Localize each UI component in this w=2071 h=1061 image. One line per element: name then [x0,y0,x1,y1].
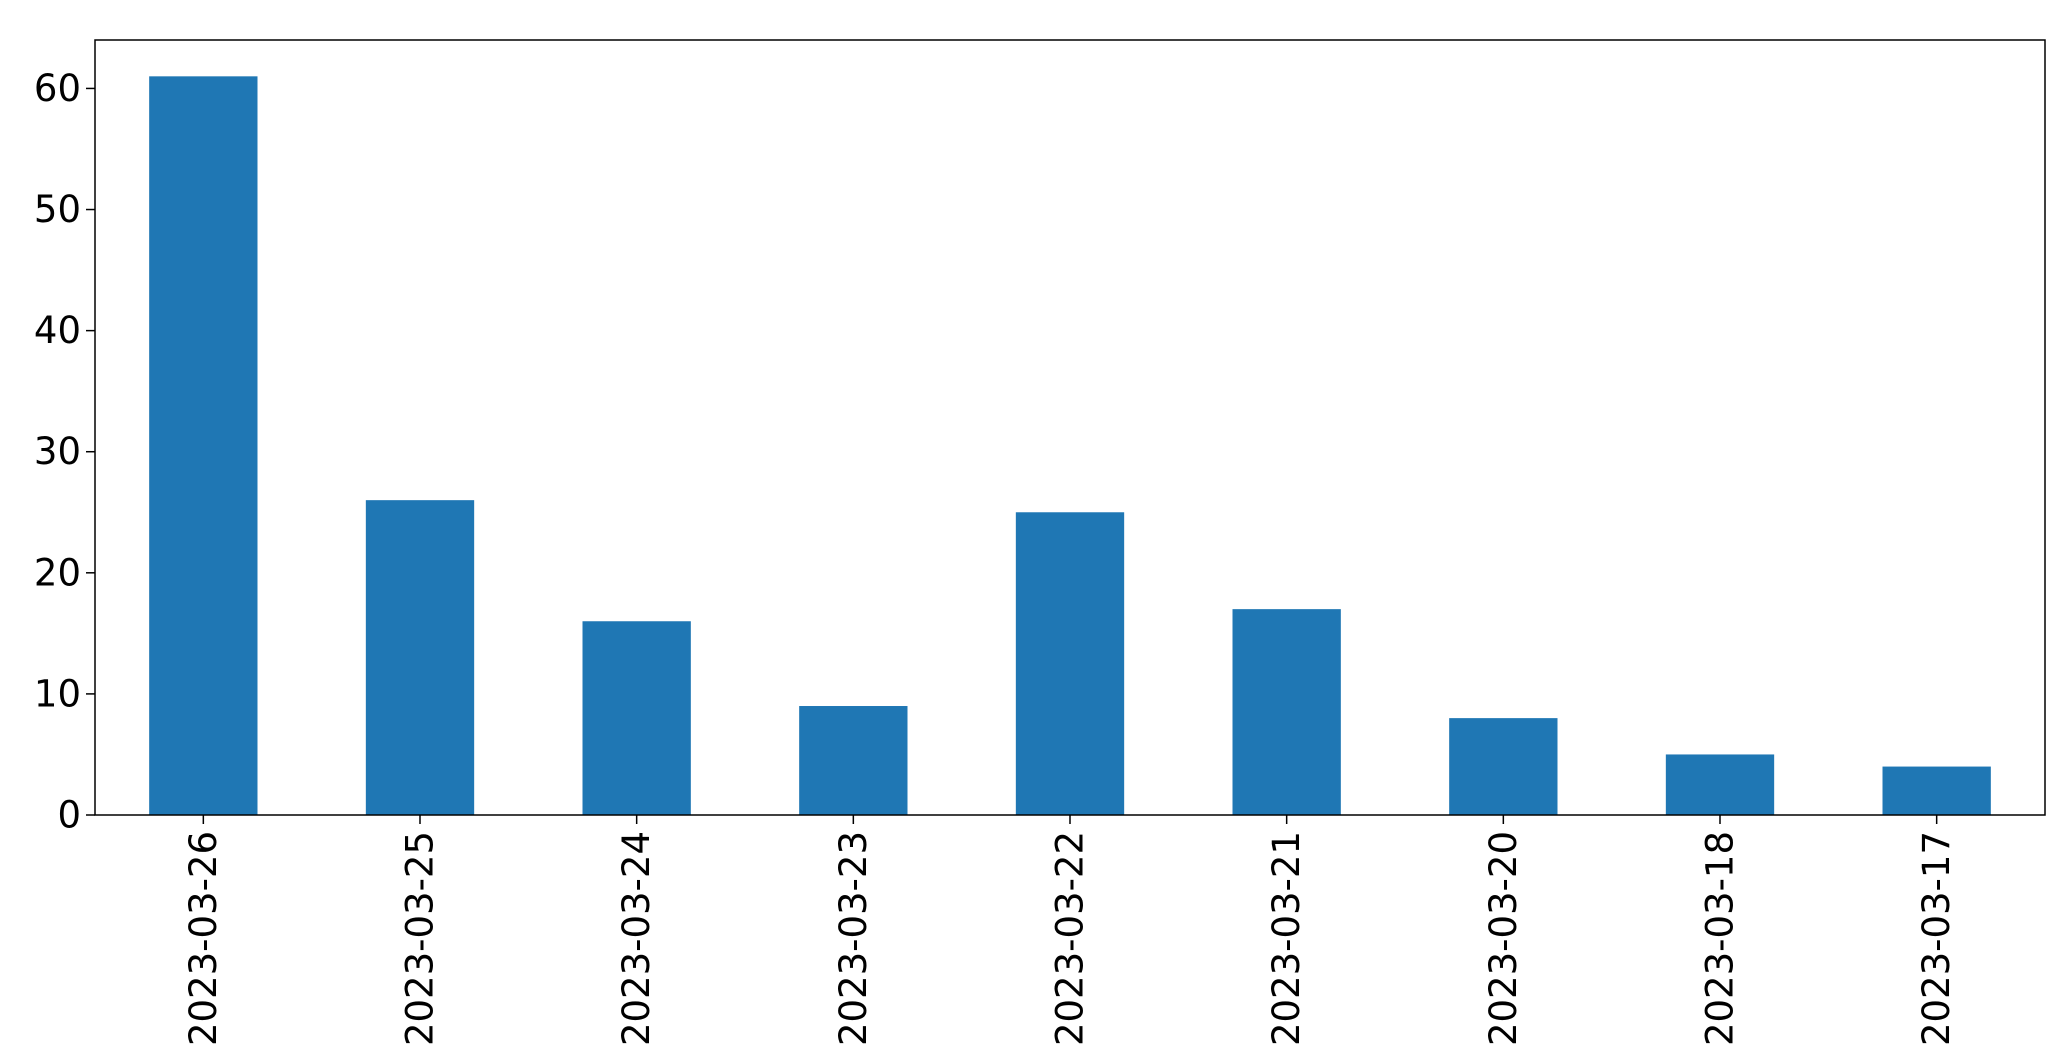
y-tick-label: 20 [34,551,81,594]
x-axis: 2023-03-26 2023-03-25 2023-03-24 2023-03-23… [182,815,1958,1046]
y-tick-label: 0 [57,794,81,837]
bars-layer [149,76,1991,815]
x-tick-label: 2023-03-24 [615,831,658,1046]
x-tick-label: 2023-03-22 [1049,831,1092,1046]
x-tick-label: 2023-03-26 [182,831,225,1046]
bar-2023-03-22 [1015,512,1125,815]
y-tick-label: 60 [34,67,81,110]
x-tick-label: 2023-03-17 [1915,831,1958,1046]
bar-2023-03-26 [149,76,258,815]
y-tick-label: 30 [34,430,81,473]
x-tick-label: 2023-03-23 [832,831,875,1046]
bar-2023-03-21 [1232,609,1341,815]
bar-2023-03-25 [365,500,475,815]
bar-2023-03-17 [1882,766,1991,815]
y-axis: 0 10 20 30 40 50 60 [34,67,95,837]
x-tick-label: 2023-03-20 [1482,831,1525,1046]
bar-2023-03-23 [799,706,908,815]
x-tick-label: 2023-03-25 [399,831,442,1046]
bar-2023-03-24 [582,621,691,815]
bar-2023-03-18 [1665,754,1775,815]
y-tick-label: 10 [34,672,81,715]
x-tick-label: 2023-03-18 [1699,831,1742,1046]
y-tick-label: 40 [34,309,81,352]
x-tick-label: 2023-03-21 [1265,831,1308,1046]
bar-2023-03-20 [1449,718,1558,815]
y-tick-label: 50 [34,188,81,231]
